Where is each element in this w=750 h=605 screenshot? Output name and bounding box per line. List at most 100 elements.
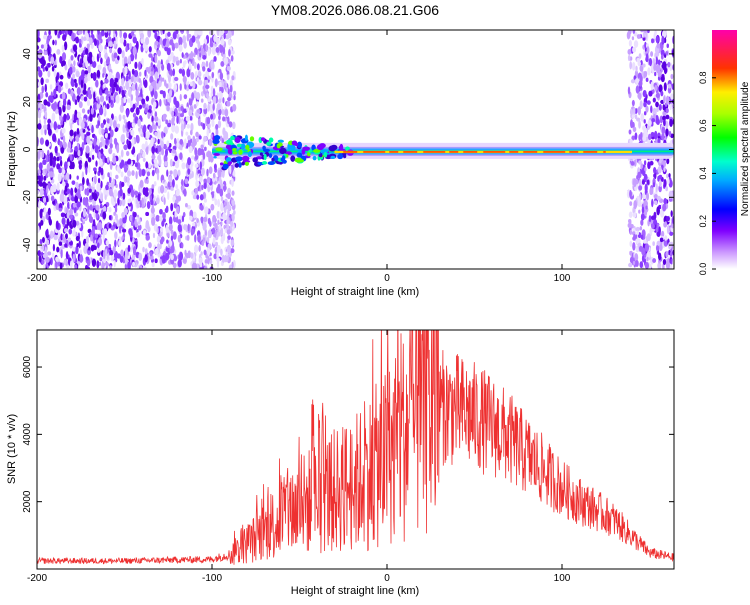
noise-cell (56, 48, 61, 55)
noise-cell (157, 60, 161, 69)
noise-cell (156, 130, 161, 140)
signal-blob (290, 144, 296, 151)
noise-cell (84, 76, 88, 84)
noise-cell (154, 31, 158, 40)
noise-cell (661, 132, 665, 141)
signal-blob (215, 147, 223, 152)
noise-cell (145, 211, 150, 217)
noise-cell (657, 59, 661, 67)
noise-cell (173, 168, 178, 178)
noise-cell (115, 213, 118, 221)
noise-cell (665, 51, 669, 56)
noise-cell (629, 61, 633, 70)
noise-cell (124, 65, 128, 75)
noise-cell (657, 252, 662, 261)
noise-cell (70, 78, 75, 87)
noise-cell (665, 95, 670, 105)
noise-cell (646, 100, 651, 105)
noise-cell (178, 106, 182, 112)
noise-cell (218, 98, 222, 103)
noise-cell (187, 168, 191, 175)
noise-cell (638, 120, 641, 129)
noise-cell (175, 100, 180, 109)
noise-cell (103, 228, 108, 235)
noise-cell (658, 226, 661, 235)
noise-cell (153, 90, 158, 100)
signal-blob (219, 162, 224, 166)
noise-cell (203, 198, 208, 203)
noise-cell (83, 83, 87, 91)
signal-blob (225, 144, 233, 150)
noise-cell (203, 249, 207, 256)
noise-cell (213, 56, 217, 62)
noise-cell (152, 30, 156, 33)
noise-cell (96, 53, 100, 63)
noise-cell (78, 101, 83, 109)
noise-cell (640, 235, 644, 240)
noise-cell (223, 56, 229, 66)
noise-cell (69, 154, 73, 162)
noise-cell (92, 219, 96, 226)
noise-cell (652, 182, 656, 188)
noise-cell (666, 43, 669, 49)
noise-cell (64, 228, 68, 233)
noise-cell (203, 265, 208, 269)
noise-cell (202, 66, 206, 72)
noise-cell (190, 122, 194, 132)
noise-cell (88, 51, 93, 58)
noise-cell (148, 187, 152, 195)
noise-cell (160, 30, 164, 36)
noise-cell (647, 67, 651, 76)
noise-cell (72, 65, 76, 73)
noise-cell (206, 168, 209, 177)
noise-cell (176, 33, 180, 39)
signal-blob (262, 145, 266, 151)
noise-cell (115, 184, 118, 189)
noise-cell (123, 144, 128, 151)
noise-cell (663, 166, 666, 173)
signal-blob (276, 143, 281, 149)
noise-cell (207, 48, 211, 57)
noise-cell (120, 149, 124, 158)
noise-cell (112, 155, 117, 165)
noise-cell (134, 82, 138, 91)
noise-cell (170, 229, 174, 235)
noise-cell (653, 62, 657, 72)
noise-cell (186, 204, 192, 210)
noise-cell (219, 43, 224, 53)
noise-cell (131, 122, 136, 129)
noise-cell (37, 250, 41, 257)
noise-cell (59, 74, 64, 80)
noise-cell (76, 243, 80, 248)
noise-cell (653, 167, 657, 174)
noise-cell (231, 199, 236, 206)
noise-cell (171, 117, 175, 126)
noise-cell (176, 206, 180, 214)
signal-blob (252, 157, 258, 163)
page-title: YM08.2026.086.08.21.G06 (271, 2, 439, 18)
noise-cell (86, 43, 90, 48)
noise-cell (656, 240, 661, 246)
noise-cell (181, 215, 185, 223)
noise-cell (62, 233, 65, 242)
noise-cell (208, 122, 211, 129)
noise-cell (71, 32, 75, 42)
signal-blob (290, 155, 296, 162)
noise-cell (86, 178, 90, 186)
noise-cell (113, 259, 116, 268)
noise-cell (649, 187, 654, 195)
noise-cell (60, 233, 63, 241)
noise-cell (147, 112, 151, 119)
noise-cell (113, 189, 118, 198)
noise-cell (637, 61, 641, 67)
noise-cell (37, 189, 40, 195)
noise-cell (645, 77, 649, 83)
noise-cell (50, 56, 55, 64)
noise-cell (159, 98, 162, 107)
noise-cell (109, 171, 113, 178)
noise-cell (198, 245, 201, 252)
noise-cell (190, 252, 194, 259)
noise-cell (44, 83, 48, 93)
noise-cell (640, 113, 645, 122)
noise-cell (152, 213, 156, 218)
